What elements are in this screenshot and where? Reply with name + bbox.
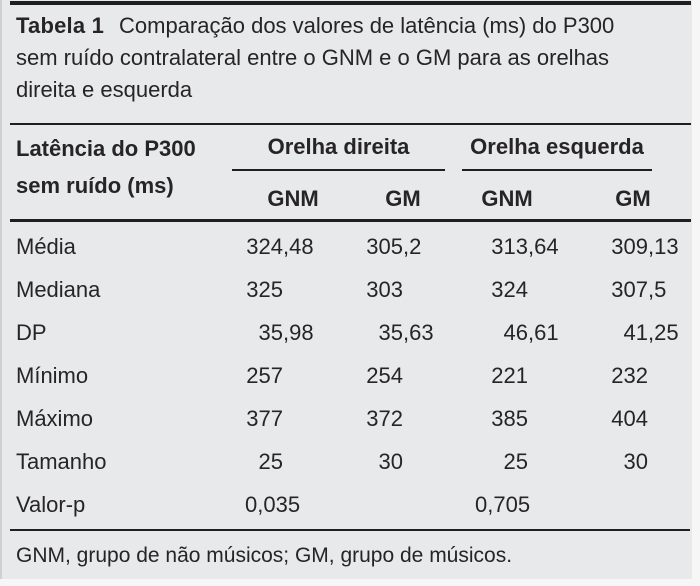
table-cell-int: 221: [491, 363, 528, 388]
table-cell-int: 324: [246, 234, 283, 259]
table-cell-int: 372: [366, 406, 403, 431]
table-cell-int: 377: [246, 406, 283, 431]
table-footnote: GNM, grupo de não músicos; GM, grupo de …: [16, 544, 513, 567]
table-cell-int: 30: [378, 449, 403, 474]
table-number-label: Tabela 1: [16, 13, 105, 38]
table-cell-int: 35: [378, 320, 403, 345]
row-label: Máximo: [16, 406, 94, 431]
table-cell-int: 25: [258, 449, 283, 474]
group-header-right-ear: Orelha direita: [267, 134, 410, 159]
table-cell-int: 35: [258, 320, 283, 345]
top-rule: [10, 1, 691, 5]
table-cell-frac: ,5: [648, 277, 667, 302]
table-cell-frac: ,64: [528, 234, 559, 259]
table-cell-frac: ,25: [648, 320, 679, 345]
table-cell-int: 232: [611, 363, 648, 388]
group-rule-right-ear: [232, 169, 445, 171]
table-cell-frac: ,13: [648, 234, 679, 259]
caption-line: direita e esquerda: [16, 77, 193, 102]
caption-text: Comparação dos valores de latência (ms) …: [119, 13, 615, 38]
table-cell-int: 41: [623, 320, 648, 345]
group-rule-left-ear: [462, 169, 652, 171]
table-cell-pvalue: 0,705: [475, 492, 531, 517]
table-cell-int: 313: [491, 234, 528, 259]
row-label: Valor-p: [16, 492, 86, 517]
row-label: Mediana: [16, 277, 101, 302]
header-bottom-rule: [10, 219, 691, 222]
row-label: DP: [16, 320, 47, 345]
footnote-top-rule: [10, 529, 690, 531]
table-cell-int: 404: [611, 406, 648, 431]
table-cell-int: 309: [611, 234, 648, 259]
col-header-gm-right: GM: [385, 186, 421, 211]
table-cell-int: 385: [491, 406, 528, 431]
table-cell-int: 257: [246, 363, 283, 388]
table-cell-frac: ,2: [403, 234, 422, 259]
table-cell-frac: ,61: [528, 320, 559, 345]
col-header-gm-left: GM: [615, 186, 651, 211]
table-cell-int: 305: [366, 234, 403, 259]
table-cell-int: 25: [503, 449, 528, 474]
table-cell-int: 325: [246, 277, 283, 302]
stub-header-line2: sem ruído (ms): [16, 173, 174, 198]
row-label: Mínimo: [16, 363, 89, 388]
row-label: Tamanho: [16, 449, 107, 474]
table-cell-int: 307: [611, 277, 648, 302]
caption-line: Tabela 1 Comparação dos valores de latênc…: [16, 10, 688, 42]
table-panel: Tabela 1 Comparação dos valores de latênc…: [0, 0, 692, 579]
col-header-gnm-left: GNM: [481, 186, 533, 211]
caption-line: sem ruído contralateral entre o GNM e o …: [16, 45, 610, 70]
stub-header-line1: Latência do P300: [16, 136, 196, 161]
table-caption: Tabela 1 Comparação dos valores de latênc…: [16, 10, 688, 106]
group-header-left-ear: Orelha esquerda: [470, 134, 644, 159]
table-cell-int: 30: [623, 449, 648, 474]
table-cell-frac: ,98: [283, 320, 314, 345]
table-cell-int: 254: [366, 363, 403, 388]
table-cell-frac: ,63: [403, 320, 434, 345]
table-cell-int: 46: [503, 320, 528, 345]
col-header-gnm-right: GNM: [267, 186, 319, 211]
table-cell-pvalue: 0,035: [245, 492, 301, 517]
table-cell-frac: ,48: [283, 234, 314, 259]
table-cell-int: 303: [366, 277, 403, 302]
caption-bottom-rule: [10, 123, 691, 125]
table-cell-int: 324: [491, 277, 528, 302]
row-label: Média: [16, 234, 76, 259]
